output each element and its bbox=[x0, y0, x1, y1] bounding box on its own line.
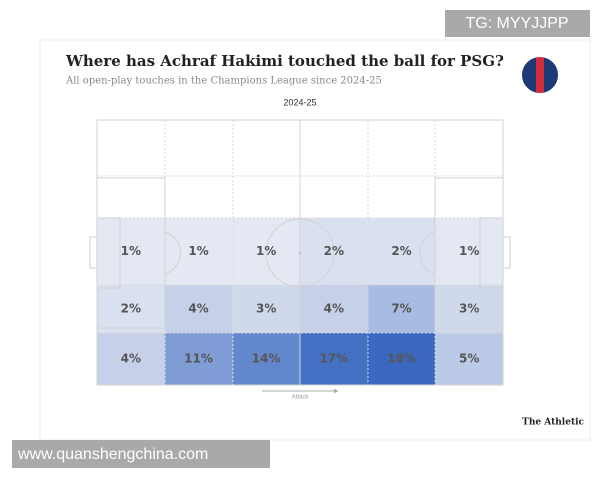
heat-cell-value bbox=[300, 333, 368, 385]
cell-label: 17% bbox=[319, 352, 348, 366]
heat-cell-value bbox=[367, 285, 436, 333]
heat-cell bbox=[97, 218, 165, 285]
cell-label: 3% bbox=[459, 302, 479, 316]
heat-cell bbox=[232, 285, 300, 333]
cell-label: 2% bbox=[391, 244, 411, 258]
chart-title: Where has Achraf Hakimi touched the ball… bbox=[65, 52, 504, 70]
heat-cell-value bbox=[164, 218, 233, 285]
cell-label: 11% bbox=[184, 352, 213, 366]
heat-cell bbox=[97, 333, 165, 385]
heat-cell bbox=[367, 218, 436, 285]
heat-cell-value bbox=[435, 218, 503, 285]
heat-cell bbox=[97, 285, 165, 333]
heat-cell-value bbox=[367, 333, 436, 385]
heat-cell-value bbox=[435, 333, 503, 385]
cell-label: 4% bbox=[324, 302, 344, 316]
season-label: 2024-25 bbox=[283, 97, 316, 107]
heat-cell-value bbox=[367, 218, 436, 285]
heat-cell bbox=[164, 285, 233, 333]
heat-cell-value bbox=[97, 218, 165, 285]
cell-label: 2% bbox=[121, 302, 141, 316]
attack-label: Attack bbox=[292, 395, 310, 401]
cell-label: 1% bbox=[121, 244, 141, 258]
cell-label: 5% bbox=[459, 352, 479, 366]
heat-cell-value bbox=[97, 285, 165, 333]
watermark: TG: MYYJJPP bbox=[465, 15, 568, 32]
heat-cell-value bbox=[435, 285, 503, 333]
chart-subtitle: All open-play touches in the Champions L… bbox=[65, 76, 382, 87]
heat-cell bbox=[435, 333, 503, 385]
heat-cell-value bbox=[232, 333, 300, 385]
footer-watermark-box bbox=[12, 440, 270, 468]
heat-cell-value bbox=[300, 285, 368, 333]
heat-cell bbox=[300, 285, 368, 333]
watermark-box bbox=[445, 10, 590, 37]
heat-cell bbox=[367, 285, 436, 333]
heatmap-cells bbox=[97, 218, 503, 385]
cell-label: 4% bbox=[188, 302, 208, 316]
club-logo bbox=[520, 55, 560, 95]
cell-label: 3% bbox=[256, 302, 276, 316]
cell-label: 7% bbox=[391, 302, 411, 316]
heat-cell-value bbox=[164, 285, 233, 333]
heat-cell-value bbox=[164, 333, 233, 385]
cell-label: 14% bbox=[252, 352, 281, 366]
heat-cell bbox=[164, 218, 233, 285]
cell-label: 18% bbox=[387, 352, 416, 366]
source: The Athletic bbox=[522, 418, 584, 428]
footer-watermark: www.quanshengchina.com bbox=[17, 446, 208, 463]
heat-cell-value bbox=[97, 333, 165, 385]
pitch-markings bbox=[89, 119, 511, 386]
cell-label: 1% bbox=[256, 244, 276, 258]
heat-cell-value bbox=[232, 285, 300, 333]
cell-label: 4% bbox=[121, 352, 141, 366]
cell-label: 1% bbox=[188, 244, 208, 258]
heat-cell bbox=[435, 218, 503, 285]
cell-label: 2% bbox=[324, 244, 344, 258]
heat-cell bbox=[435, 285, 503, 333]
cell-label: 1% bbox=[459, 244, 479, 258]
attack-arrowhead bbox=[334, 388, 338, 394]
